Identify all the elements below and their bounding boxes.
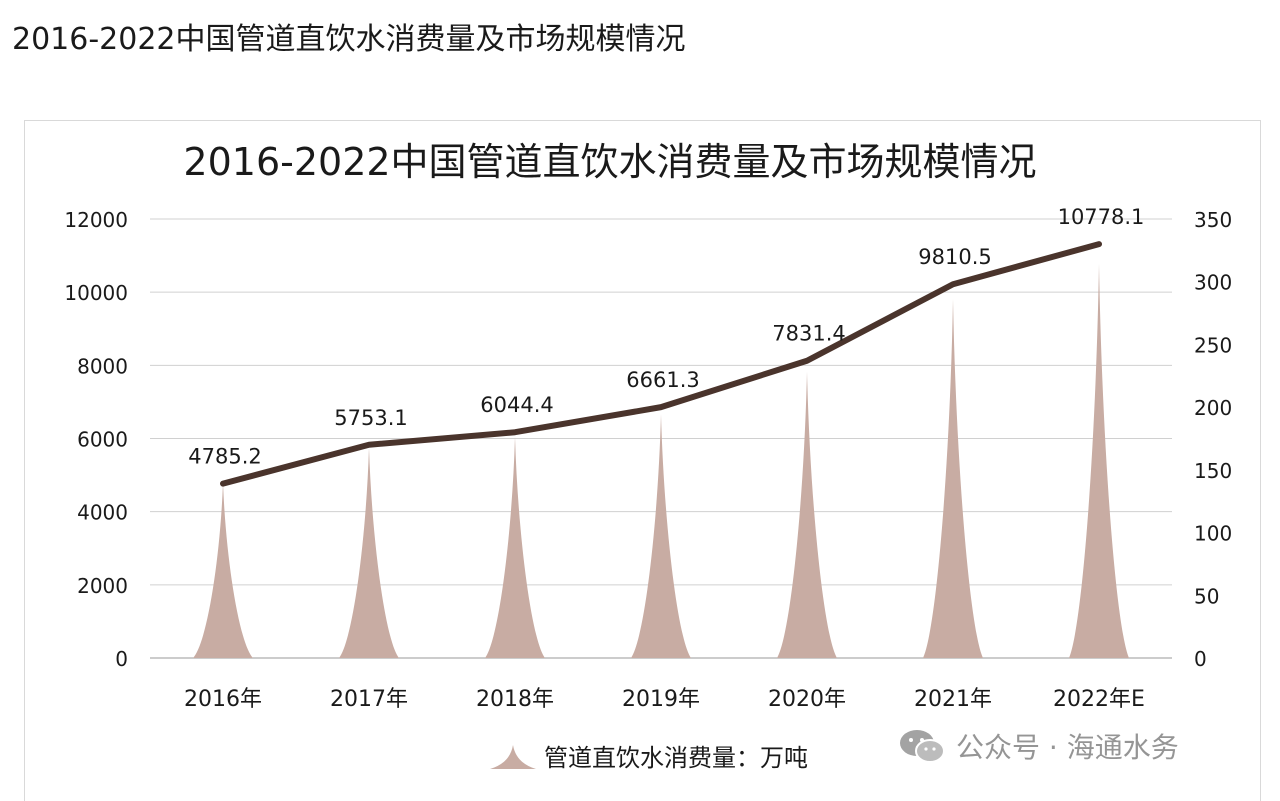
y-right-tick-label: 300 (1194, 271, 1232, 295)
legend: 管道直饮水消费量：万吨 (490, 738, 808, 773)
peak-bar (339, 447, 399, 658)
legend-peak-icon (490, 744, 536, 769)
chart-frame (24, 120, 1261, 801)
y-right-tick-label: 100 (1194, 522, 1232, 546)
x-tick-label: 2019年 (622, 687, 700, 712)
data-label: 6044.4 (480, 393, 553, 417)
y-left-tick-label: 12000 (64, 208, 128, 232)
data-label: 6661.3 (626, 368, 699, 392)
watermark: 公众号 · 海通水务 (898, 726, 1179, 766)
y-right-tick-label: 200 (1194, 396, 1232, 420)
peak-bar (485, 436, 545, 658)
y-left-tick-label: 10000 (64, 281, 128, 305)
peak-bar (193, 482, 253, 658)
page-title: 2016-2022中国管道直饮水消费量及市场规模情况 (12, 22, 686, 57)
data-label: 7831.4 (772, 322, 845, 346)
y-right-tick-label: 50 (1194, 584, 1219, 608)
x-tick-label: 2018年 (476, 687, 554, 712)
x-tick-label: 2021年 (914, 687, 992, 712)
peak-bar (923, 299, 983, 658)
y-left-tick-label: 0 (115, 647, 128, 671)
legend-label: 管道直饮水消费量：万吨 (544, 744, 808, 772)
y-right-tick-label: 250 (1194, 333, 1232, 357)
y-left-tick-label: 8000 (77, 354, 128, 378)
x-tick-label: 2017年 (330, 687, 408, 712)
data-label: 5753.1 (334, 406, 407, 430)
y-left-tick-label: 2000 (77, 574, 128, 598)
wechat-icon (900, 730, 945, 763)
y-left-tick-label: 6000 (77, 428, 128, 452)
chart-title: 2016-2022中国管道直饮水消费量及市场规模情况 (183, 140, 1036, 184)
y-right-tick-label: 150 (1194, 459, 1232, 483)
x-tick-label: 2022年E (1053, 687, 1145, 712)
data-label: 9810.5 (918, 245, 991, 269)
peak-bar (631, 414, 691, 658)
data-label: 10778.1 (1058, 205, 1145, 229)
y-right-tick-label: 350 (1194, 208, 1232, 232)
watermark-text: 公众号 · 海通水务 (956, 731, 1179, 764)
peak-bar (777, 371, 837, 658)
x-tick-label: 2016年 (184, 687, 262, 712)
data-label: 4785.2 (188, 445, 261, 469)
series-line (220, 241, 1102, 487)
x-tick-label: 2020年 (768, 687, 846, 712)
y-right-tick-label: 0 (1194, 647, 1207, 671)
y-left-tick-label: 4000 (77, 501, 128, 525)
peak-bar (1069, 263, 1129, 658)
